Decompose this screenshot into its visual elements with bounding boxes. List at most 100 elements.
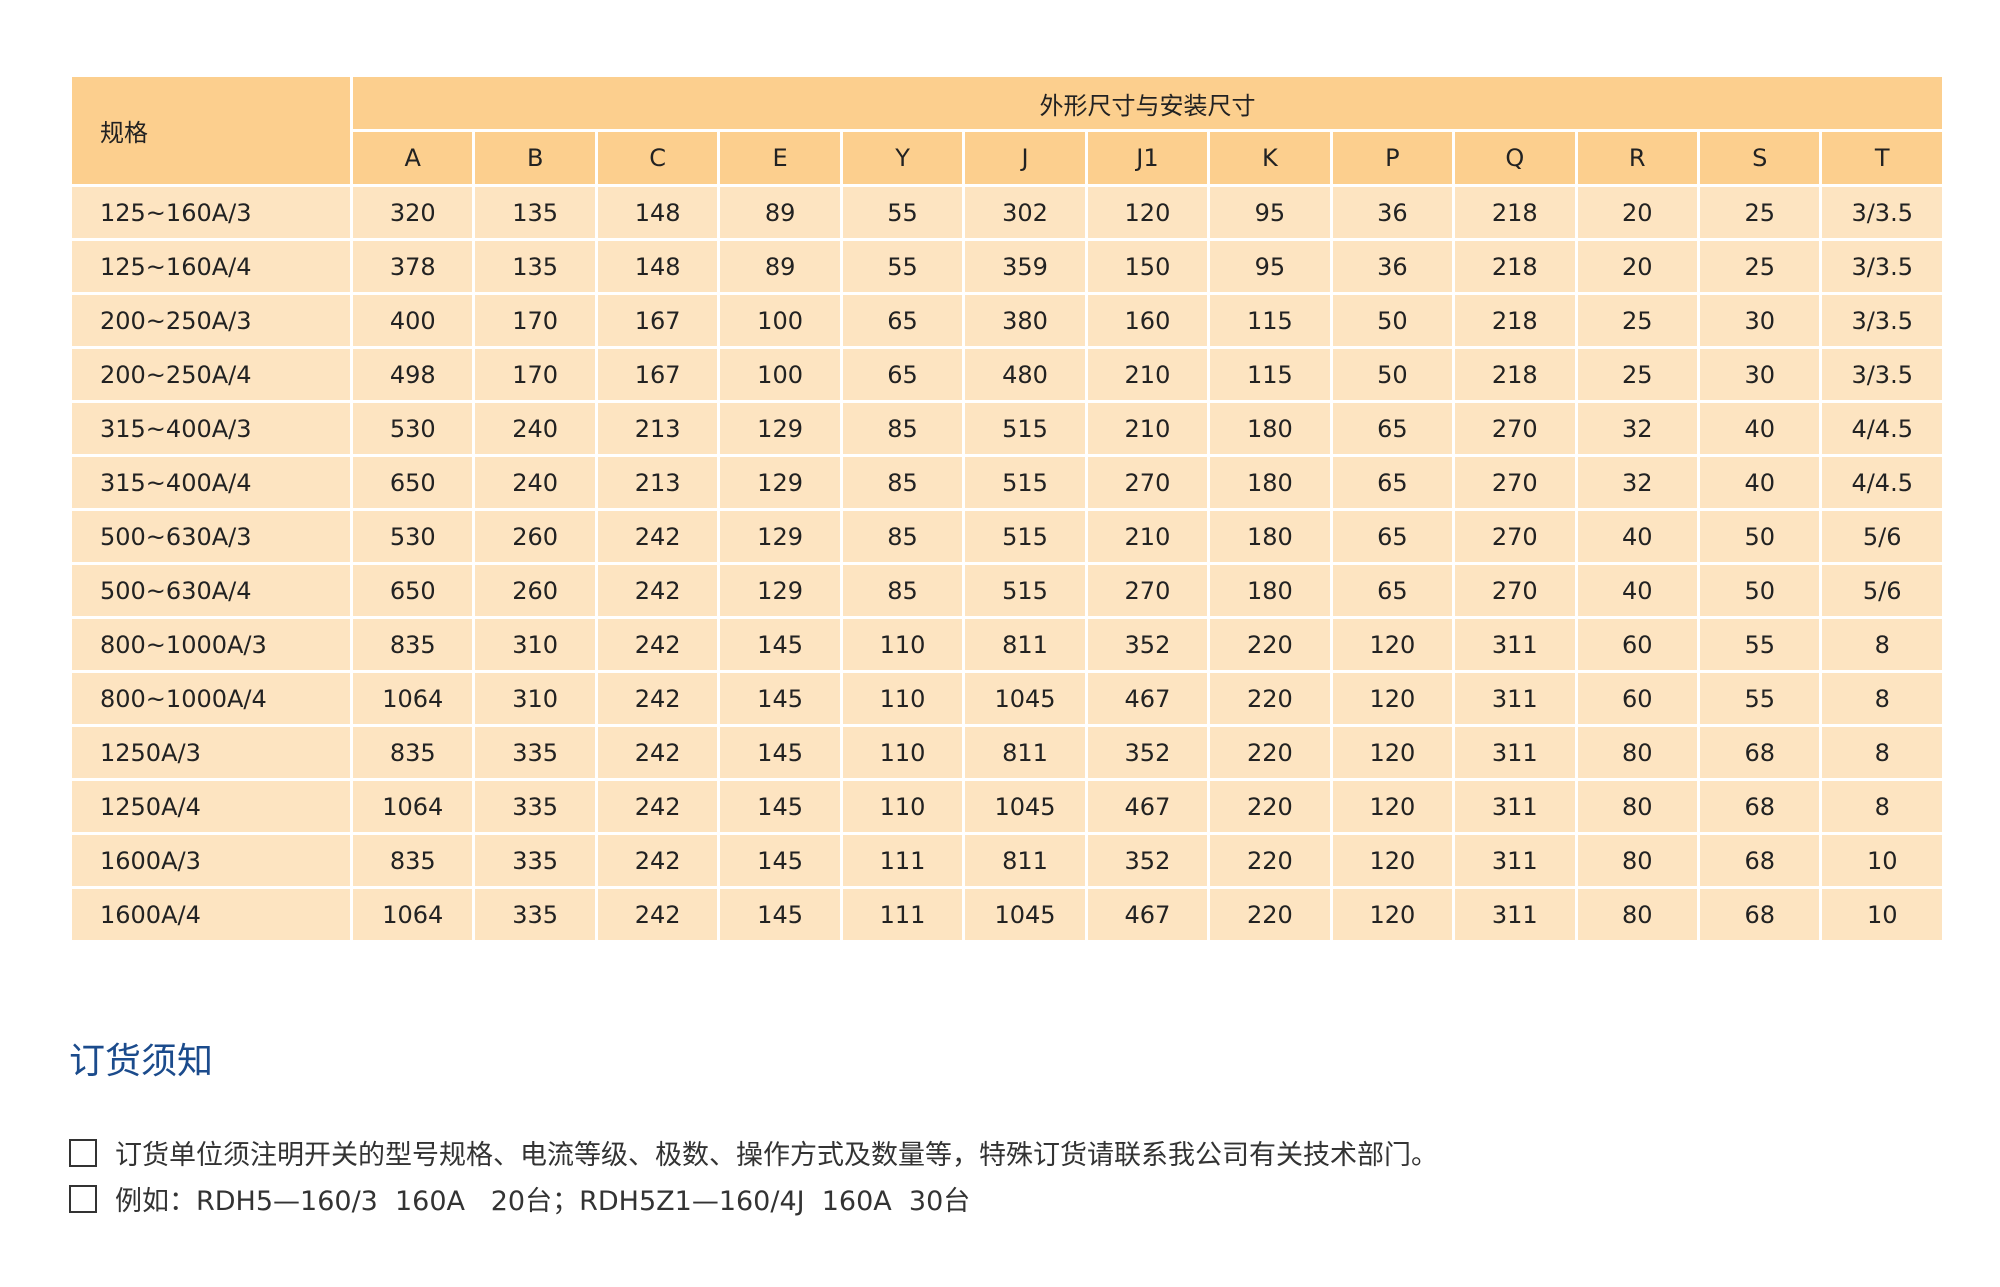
table-row: 1250A/3 835 335 242 145 110 811 352 220 120 311 80 6… [69,724,1945,781]
value-cell: 55 [1696,616,1823,673]
value-cell: 3/3.5 [1819,184,1945,241]
spec-cell: 1600A/3 [69,832,353,889]
value-cell: 218 [1452,238,1578,295]
value-cell: 835 [349,616,476,673]
table-row: 200~250A/3 400 170 167 100 65 380 160 115 50 218 25… [69,292,1945,349]
value-cell: 65 [1329,454,1456,511]
value-cell: 50 [1696,562,1823,619]
spec-cell: 315~400A/4 [69,454,353,511]
value-cell: 8 [1819,724,1945,781]
value-cell: 180 [1207,508,1333,565]
column-header: C [594,129,721,187]
value-cell: 36 [1329,238,1456,295]
value-cell: 210 [1084,400,1211,457]
table-row: 800~1000A/4 1064 310 242 145 110 1045 467 220 120… [69,670,1945,727]
value-cell: 120 [1329,886,1456,943]
value-cell: 310 [472,616,598,673]
checkbox-icon [69,1138,97,1167]
value-cell: 10 [1819,832,1945,889]
notice-text: 例如：RDH5—160/3 160A 20台；RDH5Z1—160/4J 160… [115,1186,971,1217]
value-cell: 260 [472,562,598,619]
value-cell: 210 [1084,508,1211,565]
spec-cell: 1600A/4 [69,886,353,943]
value-cell: 55 [1696,670,1823,727]
value-cell: 145 [717,670,843,727]
value-cell: 1045 [962,886,1088,943]
value-cell: 160 [1084,292,1211,349]
value-cell: 311 [1452,616,1578,673]
value-cell: 95 [1207,184,1333,241]
value-cell: 65 [1329,562,1456,619]
value-cell: 242 [594,886,721,943]
value-cell: 32 [1574,400,1700,457]
value-cell: 10 [1819,886,1945,943]
value-cell: 8 [1819,778,1945,835]
value-cell: 260 [472,508,598,565]
value-cell: 3/3.5 [1819,238,1945,295]
table-row: 125~160A/3 320 135 148 89 55 302 120 95 36 218 20 25… [69,184,1945,241]
value-cell: 835 [349,724,476,781]
value-cell: 240 [472,400,598,457]
value-cell: 311 [1452,724,1578,781]
value-cell: 359 [962,238,1088,295]
value-cell: 220 [1207,778,1333,835]
value-cell: 1064 [349,886,476,943]
value-cell: 129 [717,508,843,565]
table-row: 200~250A/4 498 170 167 100 65 480 210 115 50 218 25… [69,346,1945,403]
value-cell: 352 [1084,724,1211,781]
checkbox-icon [69,1184,97,1213]
value-cell: 170 [472,292,598,349]
value-cell: 220 [1207,616,1333,673]
value-cell: 335 [472,832,598,889]
value-cell: 530 [349,400,476,457]
value-cell: 20 [1574,184,1700,241]
value-cell: 320 [349,184,476,241]
value-cell: 120 [1329,616,1456,673]
column-header: A [349,129,476,187]
value-cell: 8 [1819,616,1945,673]
value-cell: 242 [594,508,721,565]
table-row: 500~630A/4 650 260 242 129 85 515 270 180 65 270 40… [69,562,1945,619]
spec-cell: 500~630A/4 [69,562,353,619]
spec-cell: 1250A/4 [69,778,353,835]
table-row: 125~160A/4 378 135 148 89 55 359 150 95 36 218 20 25… [69,238,1945,295]
value-cell: 242 [594,670,721,727]
value-cell: 5/6 [1819,508,1945,565]
value-cell: 89 [717,184,843,241]
value-cell: 60 [1574,616,1700,673]
value-cell: 220 [1207,670,1333,727]
value-cell: 3/3.5 [1819,292,1945,349]
table-row: 1600A/3 835 335 242 145 111 811 352 220 120 311 80 6… [69,832,1945,889]
value-cell: 270 [1452,562,1578,619]
value-cell: 180 [1207,562,1333,619]
value-cell: 270 [1084,562,1211,619]
value-cell: 120 [1329,724,1456,781]
value-cell: 240 [472,454,598,511]
value-cell: 129 [717,454,843,511]
value-cell: 68 [1696,832,1823,889]
value-cell: 50 [1696,508,1823,565]
value-cell: 129 [717,562,843,619]
value-cell: 150 [1084,238,1211,295]
value-cell: 40 [1574,562,1700,619]
value-cell: 515 [962,454,1088,511]
value-cell: 111 [839,832,966,889]
notice-item: 订货单位须注明开关的型号规格、电流等级、极数、操作方式及数量等，特殊订货请联系我… [69,1133,1438,1172]
value-cell: 220 [1207,886,1333,943]
value-cell: 4/4.5 [1819,454,1945,511]
value-cell: 242 [594,778,721,835]
value-cell: 110 [839,616,966,673]
spec-cell: 125~160A/3 [69,184,353,241]
value-cell: 55 [839,238,966,295]
value-cell: 1064 [349,778,476,835]
value-cell: 30 [1696,292,1823,349]
value-cell: 25 [1696,238,1823,295]
column-header: R [1574,129,1700,187]
value-cell: 95 [1207,238,1333,295]
value-cell: 89 [717,238,843,295]
value-cell: 835 [349,832,476,889]
value-cell: 811 [962,724,1088,781]
value-cell: 20 [1574,238,1700,295]
value-cell: 68 [1696,778,1823,835]
value-cell: 25 [1574,292,1700,349]
